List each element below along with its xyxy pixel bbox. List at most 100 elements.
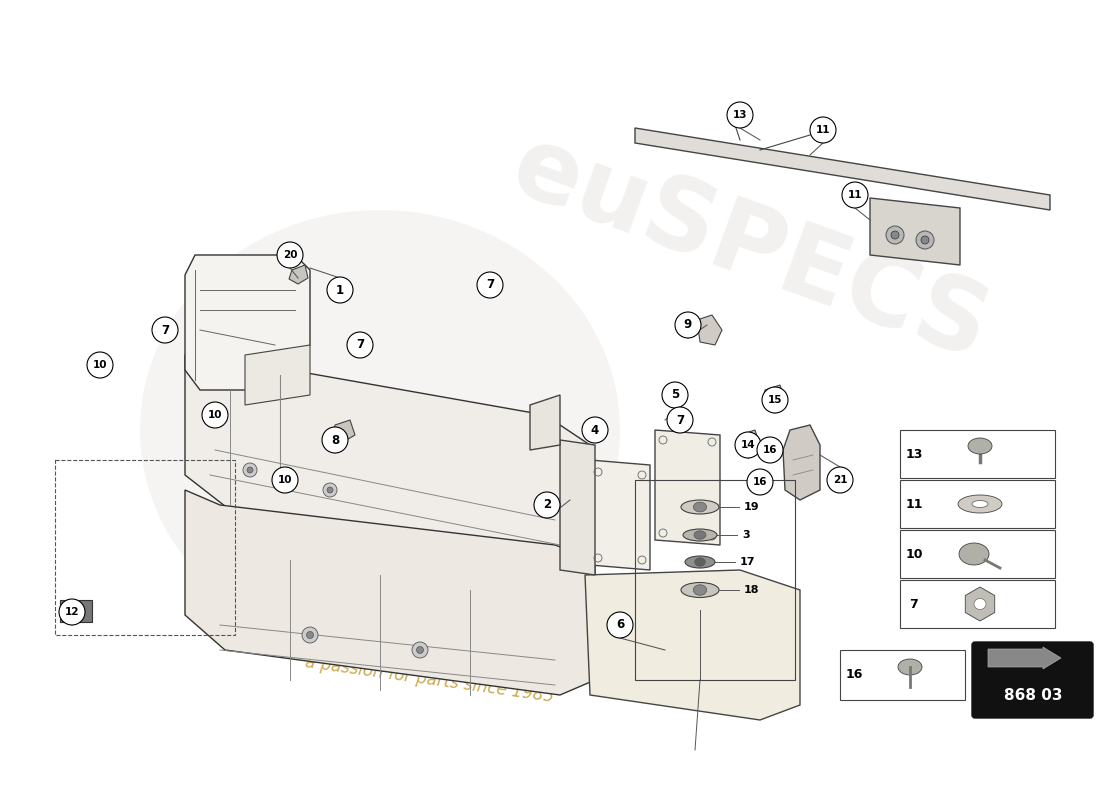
Text: 15: 15 [768,395,782,405]
Circle shape [607,612,632,638]
Text: 4: 4 [591,423,600,437]
Polygon shape [697,315,722,345]
Text: 8: 8 [331,434,339,446]
Text: 11: 11 [848,190,862,200]
Ellipse shape [694,531,706,539]
Circle shape [327,277,353,303]
Circle shape [322,427,348,453]
Circle shape [323,483,337,497]
Polygon shape [585,570,800,720]
Text: 7: 7 [161,323,169,337]
Text: 16: 16 [762,445,778,455]
Text: 21: 21 [833,475,847,485]
FancyBboxPatch shape [60,600,92,622]
Text: 2: 2 [543,498,551,511]
Text: 10: 10 [277,475,293,485]
Ellipse shape [693,585,706,595]
Circle shape [662,382,688,408]
Circle shape [810,117,836,143]
Polygon shape [654,430,720,545]
Circle shape [59,599,85,625]
Circle shape [842,182,868,208]
Ellipse shape [681,500,719,514]
FancyBboxPatch shape [900,430,1055,478]
FancyArrow shape [988,647,1062,669]
Polygon shape [738,430,760,452]
Ellipse shape [898,659,922,675]
Polygon shape [635,128,1050,210]
Text: 11: 11 [905,498,923,510]
Text: 10: 10 [905,547,923,561]
FancyBboxPatch shape [900,580,1055,628]
Circle shape [916,231,934,249]
Circle shape [477,272,503,298]
Circle shape [667,407,693,433]
Circle shape [243,463,257,477]
Ellipse shape [140,210,620,650]
Ellipse shape [968,438,992,454]
Polygon shape [185,330,590,555]
Circle shape [727,102,754,128]
Circle shape [346,332,373,358]
Text: a passion for parts since 1985: a passion for parts since 1985 [305,654,556,706]
Text: 16: 16 [845,669,862,682]
Circle shape [534,492,560,518]
Circle shape [307,631,314,638]
Polygon shape [530,395,560,450]
Ellipse shape [972,501,988,507]
Text: 10: 10 [208,410,222,420]
Polygon shape [590,460,650,570]
Circle shape [762,387,788,413]
Polygon shape [870,198,960,265]
Text: 868 03: 868 03 [1003,687,1063,702]
Circle shape [747,469,773,495]
Text: 20: 20 [283,250,297,260]
Text: euSPECS: euSPECS [498,119,1001,381]
Circle shape [87,352,113,378]
FancyBboxPatch shape [972,642,1093,718]
Ellipse shape [695,558,705,566]
Circle shape [757,437,783,463]
Circle shape [417,646,424,654]
Polygon shape [289,265,308,284]
Polygon shape [333,420,355,442]
FancyBboxPatch shape [840,650,965,700]
FancyBboxPatch shape [900,530,1055,578]
Text: 1: 1 [336,283,344,297]
Text: 7: 7 [486,278,494,291]
Text: 17: 17 [740,557,756,567]
Text: 16: 16 [752,477,768,487]
Text: 13: 13 [733,110,747,120]
Ellipse shape [683,529,717,541]
Text: 9: 9 [684,318,692,331]
Circle shape [582,417,608,443]
Ellipse shape [958,495,1002,513]
Text: 7: 7 [356,338,364,351]
Circle shape [827,467,853,493]
Text: 13: 13 [905,447,923,461]
Circle shape [152,317,178,343]
Text: 12: 12 [65,607,79,617]
Circle shape [327,487,333,493]
Ellipse shape [685,556,715,568]
Text: 7: 7 [910,598,918,610]
Circle shape [272,467,298,493]
Ellipse shape [693,502,706,512]
Polygon shape [560,440,595,575]
Ellipse shape [974,598,986,610]
Circle shape [277,242,302,268]
Circle shape [735,432,761,458]
Text: 18: 18 [744,585,759,595]
Polygon shape [783,425,820,500]
Polygon shape [185,490,595,695]
Text: 3: 3 [742,530,749,540]
Circle shape [886,226,904,244]
Text: 10: 10 [92,360,108,370]
FancyBboxPatch shape [900,480,1055,528]
Polygon shape [185,255,310,390]
Circle shape [412,642,428,658]
Polygon shape [245,345,310,405]
Ellipse shape [681,582,719,598]
Circle shape [891,231,899,239]
Circle shape [248,467,253,473]
